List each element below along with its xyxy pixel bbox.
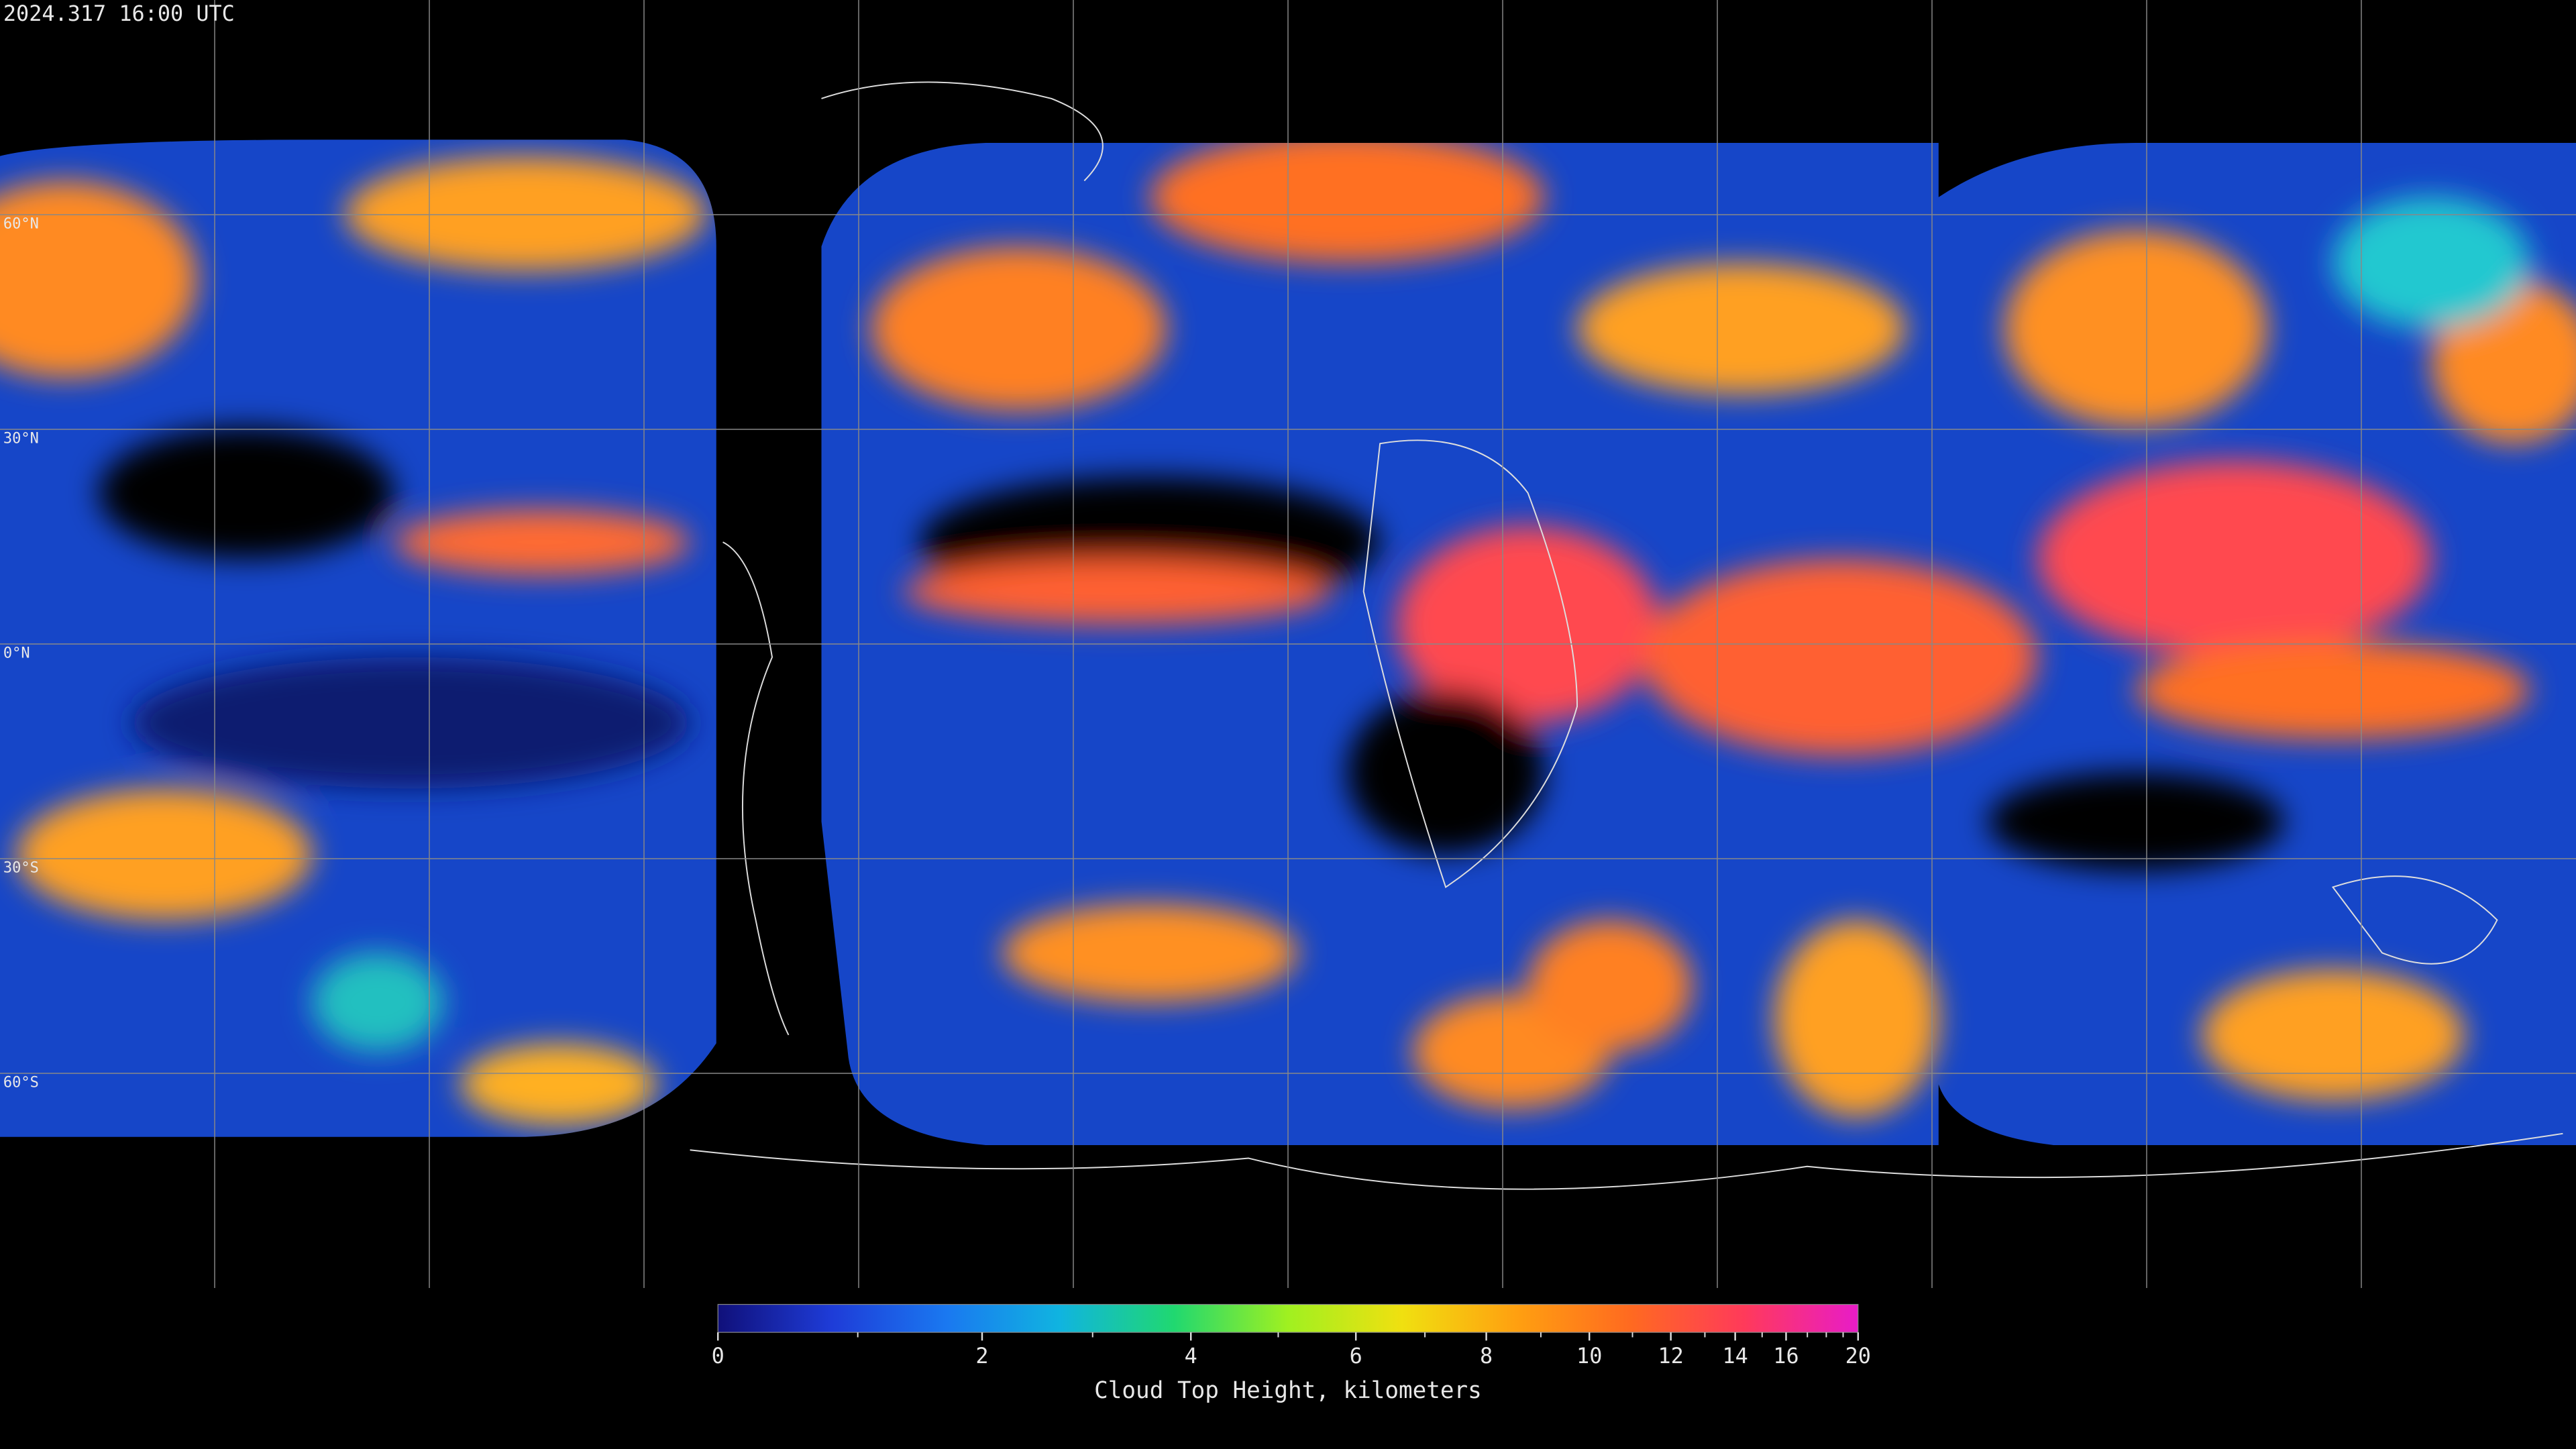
colorbar-tick-label: 10 (1576, 1343, 1602, 1368)
colorbar-title: Cloud Top Height, kilometers (1094, 1377, 1482, 1404)
latitude-label: 0°N (3, 645, 30, 662)
latitude-label: 30°S (3, 860, 39, 877)
latitude-label: 60°N (3, 216, 39, 233)
colorbar-tick-label: 4 (1185, 1343, 1197, 1368)
latitude-label: 30°N (3, 431, 39, 447)
colorbar-tick-label: 16 (1773, 1343, 1799, 1368)
timestamp: 2024.317 16:00 UTC (3, 1, 235, 26)
colorbar-tick-label: 2 (975, 1343, 988, 1368)
colorbar-tick-label: 20 (1845, 1343, 1871, 1368)
colorbar-tick-label: 8 (1480, 1343, 1493, 1368)
colorbar-tick-label: 14 (1722, 1343, 1748, 1368)
colorbar-tick-label: 0 (712, 1343, 724, 1368)
colorbar-tick-label: 6 (1350, 1343, 1362, 1368)
colorbar (717, 1303, 1859, 1333)
colorbar-tick-label: 12 (1658, 1343, 1683, 1368)
latitude-label: 60°S (3, 1075, 39, 1091)
coastlines (690, 81, 2563, 1190)
